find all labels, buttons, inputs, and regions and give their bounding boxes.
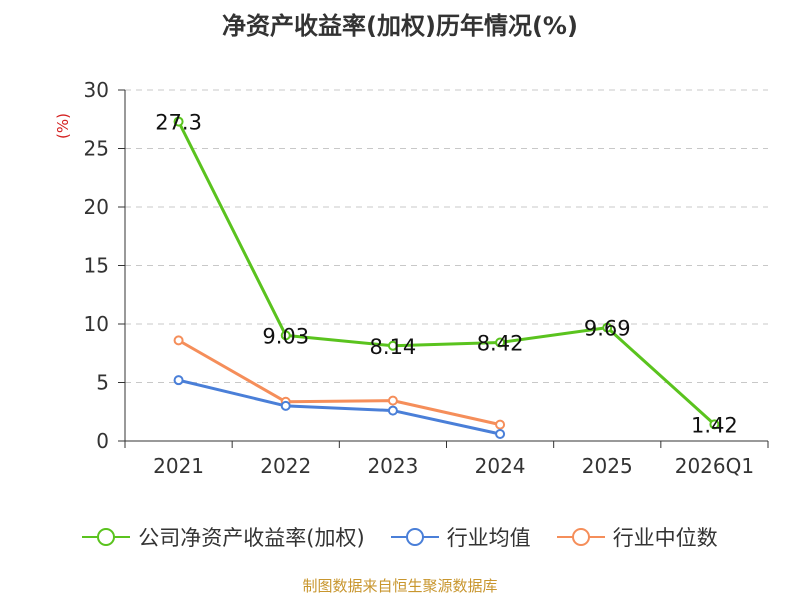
data-point-company	[280, 330, 291, 341]
legend-item-industry-median[interactable]: 行业中位数	[556, 522, 718, 552]
y-tick-label: 0	[96, 429, 109, 453]
legend-line-circle-icon	[82, 528, 131, 546]
data-point-company	[495, 337, 506, 348]
data-label: 8.42	[477, 331, 524, 355]
chart-title: 净资产收益率(加权)历年情况(%)	[222, 12, 578, 40]
grid	[125, 89, 768, 383]
data-point-median	[387, 395, 398, 406]
legend-item-industry-average[interactable]: 行业均值	[390, 522, 531, 552]
data-point-company	[387, 340, 398, 351]
y-tick-label: 30	[84, 78, 109, 102]
legend-line-circle-icon	[556, 528, 605, 546]
series-line-median	[177, 339, 501, 427]
legend-label-industry-average: 行业均值	[446, 526, 531, 550]
data-point-company	[709, 419, 720, 430]
y-tick-label: 25	[84, 137, 109, 161]
data-label: 9.69	[584, 317, 631, 341]
data-label: 9.03	[262, 324, 309, 348]
legend-label-company: 公司净资产收益率(加权)	[138, 526, 365, 550]
x-tick-label: 2025	[582, 454, 633, 478]
y-tick-label: 10	[84, 312, 109, 336]
x-tick-label: 2026Q1	[675, 454, 754, 478]
data-label: 8.14	[370, 335, 417, 359]
series-line-company	[177, 120, 716, 426]
data-point-avg	[387, 405, 398, 416]
legend-item-company[interactable]: 公司净资产收益率(加权)	[82, 522, 365, 552]
y-tick-label: 15	[84, 254, 109, 278]
source-note: 制图数据来自恒生聚源数据库	[302, 577, 498, 595]
data-point-avg	[495, 428, 506, 439]
data-labels: 27.3 9.03 8.14 8.42 9.69 1.42	[155, 111, 738, 438]
data-point-median	[173, 335, 184, 346]
data-point-median	[495, 419, 506, 430]
x-tick-label: 2023	[367, 454, 418, 478]
legend-label-industry-median: 行业中位数	[612, 526, 718, 550]
x-tick-label: 2021	[153, 454, 204, 478]
x-tick-label: 2024	[475, 454, 526, 478]
data-point-avg	[173, 375, 184, 386]
legend: 公司净资产收益率(加权) 行业均值 行业中位数	[0, 520, 800, 554]
series-line-avg	[178, 378, 501, 436]
data-label: 27.3	[155, 111, 202, 135]
series	[173, 116, 720, 439]
data-label: 1.42	[691, 413, 738, 437]
data-point-avg	[280, 400, 291, 411]
y-tick-label: 20	[84, 195, 109, 219]
x-tick-label: 2022	[260, 454, 311, 478]
y-axis-label: (%)	[54, 113, 72, 139]
data-point-company	[602, 322, 613, 333]
data-point-company	[173, 116, 184, 127]
legend-line-circle-icon	[390, 528, 439, 546]
y-tick-label: 5	[96, 371, 109, 395]
